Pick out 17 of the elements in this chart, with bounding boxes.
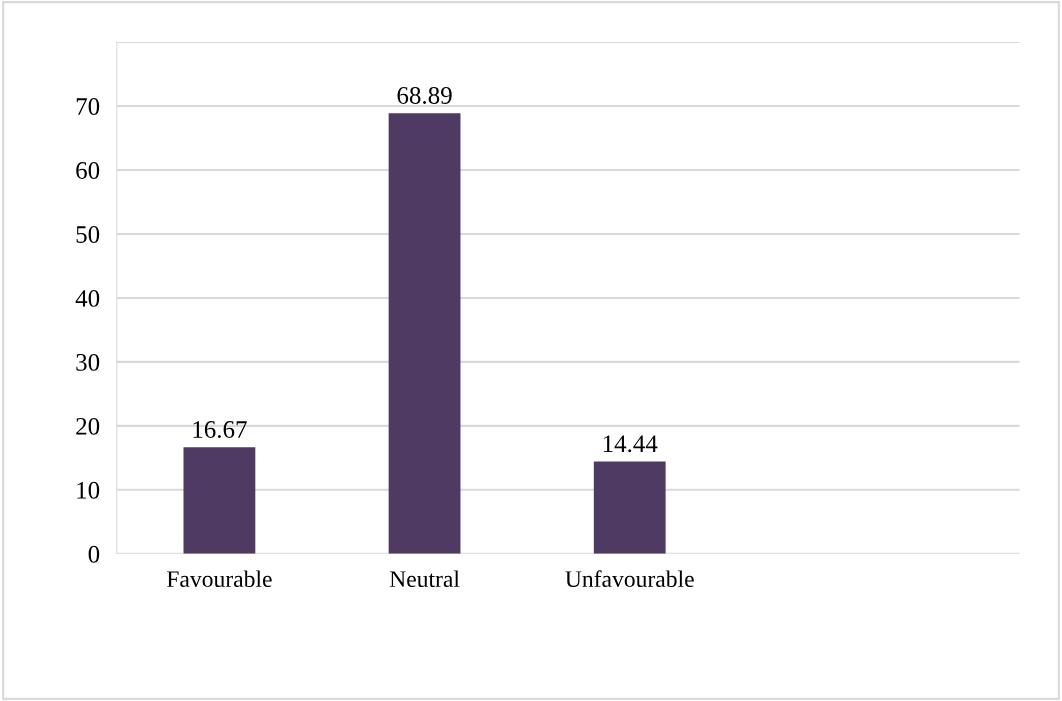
y-tick-label: 50 <box>76 226 100 243</box>
data-label: 16.67 <box>193 421 247 439</box>
bar <box>183 447 256 554</box>
x-tick-label: Neutral <box>389 570 460 588</box>
y-tick-label: 40 <box>75 289 100 307</box>
bar <box>388 113 461 554</box>
data-label: 68.89 <box>397 87 452 104</box>
x-tick-label: Unfavourable <box>565 570 694 588</box>
data-label: 14.44 <box>603 435 658 453</box>
y-tick-label: 30 <box>76 353 100 371</box>
y-tick-label: 0 <box>88 545 100 563</box>
y-tick-label: 60 <box>76 162 100 179</box>
y-tick-label: 70 <box>76 98 100 115</box>
y-tick-label: 20 <box>76 417 100 435</box>
x-tick-label: Favourable <box>166 570 272 588</box>
y-tick-label: 10 <box>77 481 100 499</box>
bar <box>593 461 666 554</box>
